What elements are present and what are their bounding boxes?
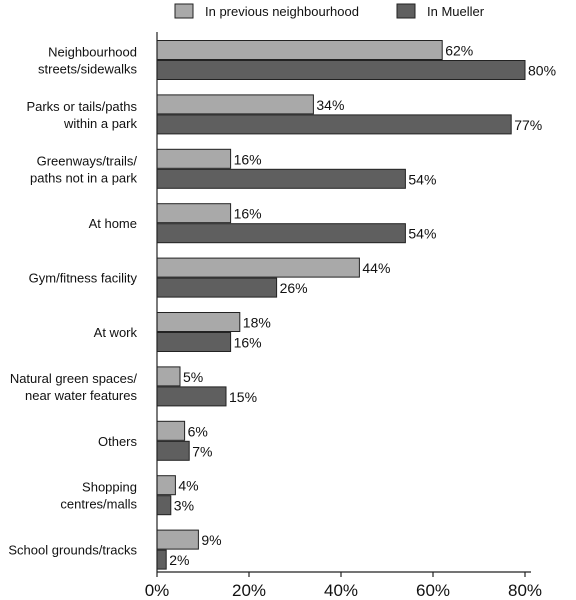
- value-label-cat2-series1: 34%: [316, 97, 344, 113]
- category-label-1: Neighbourhood streets/sidewalks: [38, 45, 137, 77]
- legend-label-1: In previous neighbourhood: [205, 4, 359, 19]
- bar-cat2-series1: [156, 94, 314, 115]
- bar-cat6-series1: [156, 312, 241, 332]
- value-label-cat3-series1: 16%: [234, 151, 262, 167]
- bar-cat9-series2: [156, 495, 172, 516]
- x-tick-label-4: 60%: [416, 581, 450, 600]
- legend-label-2: In Mueller: [427, 4, 485, 19]
- value-label-cat1-series1: 62%: [445, 43, 473, 59]
- value-label-cat7-series1: 5%: [183, 369, 203, 385]
- value-label-cat2-series2: 77%: [514, 117, 542, 133]
- bar-cat6-series2: [156, 332, 232, 352]
- value-label-cat4-series2: 54%: [408, 226, 436, 242]
- category-label-2: Parks or tails/paths within a park: [26, 99, 137, 131]
- bar-cat7-series1: [156, 366, 181, 387]
- value-label-cat8-series2: 7%: [192, 443, 212, 459]
- category-label-5: Gym/fitness facility: [29, 271, 138, 286]
- bar-cat8-series2: [156, 440, 190, 461]
- category-label-4: At home: [89, 216, 137, 231]
- bar-cat4-series2: [156, 223, 406, 244]
- bar-cat2-series2: [156, 114, 512, 135]
- bar-cat7-series2: [156, 386, 227, 407]
- value-label-cat8-series1: 6%: [188, 423, 208, 439]
- value-label-cat7-series2: 15%: [229, 389, 257, 405]
- bar-cat3-series2: [156, 168, 406, 189]
- x-tick-label-5: 80%: [508, 581, 542, 600]
- value-label-cat6-series1: 18%: [243, 315, 271, 331]
- bar-cat10-series1: [156, 529, 199, 550]
- legend-swatch-1: [174, 3, 194, 19]
- category-label-3: Greenways/trails/paths not in a park: [30, 153, 137, 185]
- value-label-cat5-series2: 26%: [280, 280, 308, 296]
- bar-cat10-series2: [156, 549, 167, 570]
- category-label-7: Natural green spaces/near water features: [10, 371, 138, 403]
- bar-cat8-series1: [156, 420, 186, 441]
- bar-cat4-series1: [156, 203, 232, 224]
- value-label-cat6-series2: 16%: [234, 335, 262, 351]
- value-label-cat9-series1: 4%: [178, 478, 198, 494]
- legend-swatch-2: [396, 3, 416, 19]
- bar-cat5-series2: [156, 277, 278, 298]
- x-tick-label-3: 40%: [324, 581, 358, 600]
- bar-cat1-series2: [156, 60, 526, 80]
- x-tick-label-1: 0%: [145, 581, 170, 600]
- value-label-cat10-series1: 9%: [201, 532, 221, 548]
- category-label-8: Others: [98, 434, 138, 449]
- category-label-9: Shopping centres/malls: [60, 480, 137, 512]
- category-label-6: At work: [94, 325, 138, 340]
- value-label-cat1-series2: 80%: [528, 63, 556, 79]
- bar-cat3-series1: [156, 148, 232, 169]
- category-label-10: School grounds/tracks: [8, 543, 137, 558]
- bar-cat9-series1: [156, 475, 176, 496]
- x-tick-label-2: 20%: [232, 581, 266, 600]
- value-label-cat9-series2: 3%: [174, 498, 194, 514]
- value-label-cat5-series1: 44%: [362, 260, 390, 276]
- bar-cat1-series1: [156, 40, 443, 60]
- value-label-cat3-series2: 54%: [408, 171, 436, 187]
- value-label-cat4-series1: 16%: [234, 206, 262, 222]
- value-label-cat10-series2: 2%: [169, 552, 189, 568]
- bar-cat5-series1: [156, 257, 360, 278]
